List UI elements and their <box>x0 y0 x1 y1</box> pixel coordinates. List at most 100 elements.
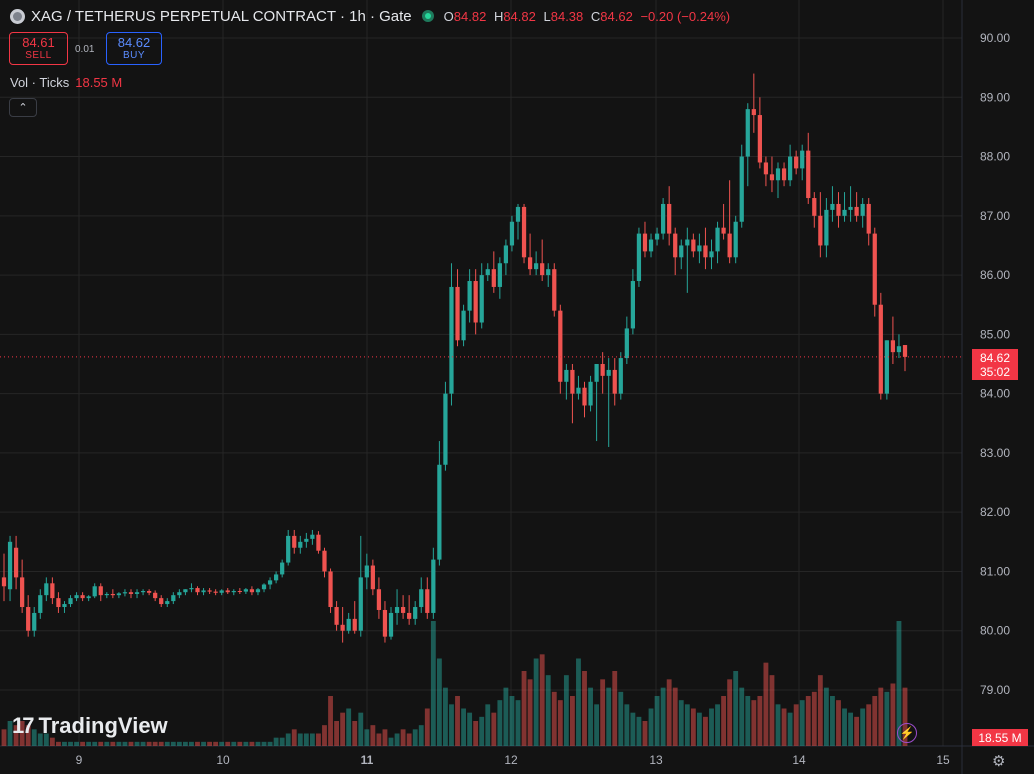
buy-button[interactable]: 84.62 BUY <box>106 32 162 65</box>
volume-bar <box>189 741 194 746</box>
volume-bar <box>37 733 43 746</box>
candle-body <box>558 310 563 382</box>
candle-body <box>769 174 775 181</box>
volume-bar <box>219 741 225 746</box>
candle-body <box>219 590 224 593</box>
candle-body <box>207 590 212 592</box>
candle-body <box>745 109 750 157</box>
volume-bar <box>690 708 696 746</box>
tradingview-logo[interactable]: 17 TradingView <box>12 713 168 739</box>
volume-bar <box>751 700 757 746</box>
volume-bar <box>322 725 327 746</box>
y-tick-label: 86.00 <box>980 268 1010 282</box>
volume-bar <box>309 733 315 746</box>
symbol-title[interactable]: XAG / TETHERUS PERPETUAL CONTRACT · 1h ·… <box>31 7 412 25</box>
x-tick-label: 13 <box>649 753 663 767</box>
candle-body <box>310 534 315 539</box>
candle-body <box>594 364 599 382</box>
candle-body <box>781 168 787 181</box>
volume-bar <box>201 741 206 746</box>
candle-body <box>576 387 581 394</box>
volume-bar <box>830 696 835 746</box>
volume-bar <box>279 737 285 746</box>
candle-body <box>116 593 122 596</box>
candle-body <box>679 245 684 258</box>
candle-body <box>243 589 248 592</box>
volume-bar <box>878 687 884 746</box>
volume-bar <box>793 704 799 746</box>
candle-body <box>13 547 19 578</box>
y-tick-label: 80.00 <box>980 624 1010 638</box>
candle-body <box>413 607 418 619</box>
candle-body <box>751 109 756 116</box>
candle-body <box>122 592 128 594</box>
candle-body <box>703 245 708 258</box>
collapse-legend-button[interactable]: ⌃ <box>9 98 37 117</box>
gear-icon[interactable]: ⚙ <box>992 753 1006 770</box>
candle-body <box>685 239 690 246</box>
volume-bar <box>684 704 690 746</box>
candle-body <box>32 612 37 631</box>
x-tick-label: 15 <box>936 753 950 767</box>
volume-bar <box>352 721 358 746</box>
candle-body <box>20 577 25 608</box>
candle-body <box>830 203 835 210</box>
volume-bar <box>134 741 140 746</box>
candle-body <box>189 588 194 590</box>
volume-bar <box>582 671 587 746</box>
volume-bar <box>334 721 340 746</box>
y-tick-label: 87.00 <box>980 209 1010 223</box>
volume-bar <box>303 733 309 746</box>
volume-bar <box>709 708 714 746</box>
last-price: 84.62 <box>979 350 1011 365</box>
volume-bar <box>255 741 261 746</box>
candle-body <box>618 358 623 394</box>
close-value: 84.62 <box>600 8 633 24</box>
volume-bar <box>74 741 79 746</box>
volume-legend[interactable]: Vol · Ticks 18.55 M <box>10 75 122 90</box>
candle-body <box>62 604 67 608</box>
candle-body <box>1 577 7 587</box>
candle-body <box>836 203 841 216</box>
candle-body <box>467 281 472 311</box>
candle-body <box>364 565 369 578</box>
candle-body <box>340 624 345 631</box>
volume-bar <box>594 704 600 746</box>
volume-bar <box>721 696 727 746</box>
volume-bar <box>805 696 811 746</box>
candle-body <box>794 156 799 169</box>
volume-bar <box>902 687 908 746</box>
volume-bar <box>62 741 67 746</box>
volume-bar <box>563 675 569 746</box>
candle-body <box>213 591 218 593</box>
candle-body <box>473 281 478 323</box>
candle-body <box>812 198 817 216</box>
candle-body <box>902 345 908 357</box>
candle-body <box>304 538 309 542</box>
candle-body <box>612 369 617 394</box>
candle-body <box>68 598 73 605</box>
volume-bar <box>836 700 841 746</box>
sell-button[interactable]: 84.61 SELL <box>9 32 68 65</box>
candle-body <box>201 590 206 593</box>
volume-value: 18.55 M <box>75 75 123 90</box>
volume-bar <box>1 729 7 746</box>
candle-body <box>26 607 31 631</box>
sell-price: 84.61 <box>22 34 55 50</box>
candle-body <box>267 580 273 585</box>
candle-body <box>479 275 484 323</box>
volume-bar <box>340 712 346 746</box>
candle-body <box>534 263 539 270</box>
volume-bar <box>551 691 557 746</box>
volume-bar <box>872 696 878 746</box>
lightning-icon[interactable]: ⚡ <box>897 723 917 743</box>
volume-bar <box>122 741 128 746</box>
candle-body <box>455 286 460 341</box>
volume-bar <box>787 712 793 746</box>
candle-body <box>92 586 97 597</box>
volume-bar <box>13 725 19 746</box>
candle-body <box>280 562 285 575</box>
candle-body <box>237 591 242 593</box>
y-tick-label: 82.00 <box>980 505 1010 519</box>
